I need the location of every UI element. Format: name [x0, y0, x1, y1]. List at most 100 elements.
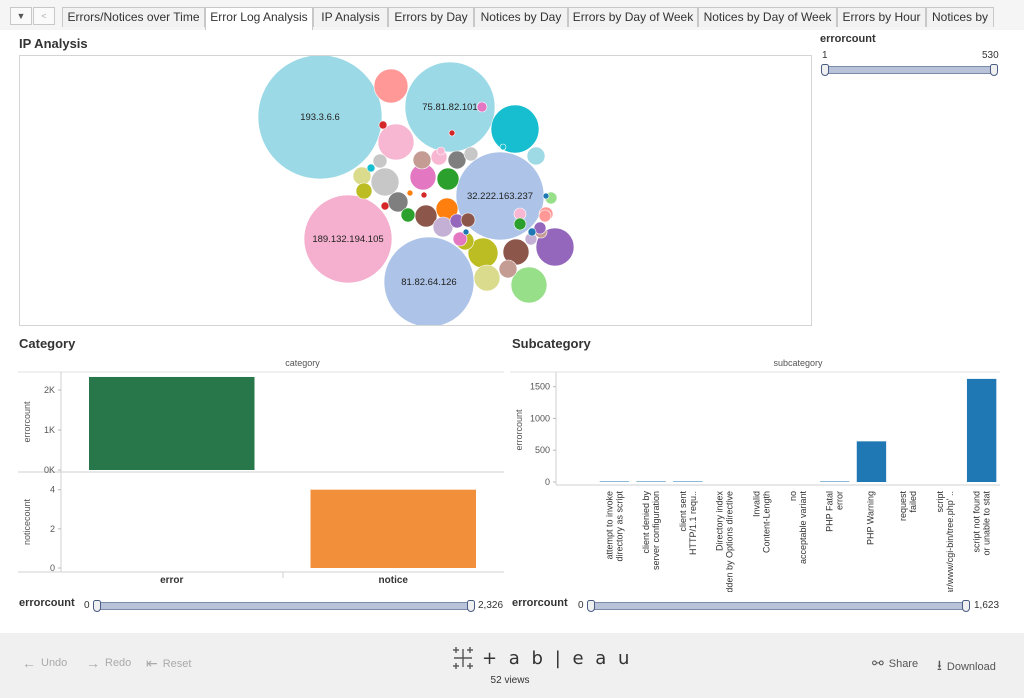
- category-filter-min: 0: [84, 600, 90, 611]
- redo-label: Redo: [105, 657, 132, 669]
- subcategory-filter-min-handle[interactable]: [587, 600, 595, 612]
- category-filter-slider-track[interactable]: [97, 602, 472, 610]
- caret-down-icon: ▼: [16, 11, 26, 21]
- ip-bubble: [498, 259, 518, 279]
- category-filter-title: errorcount: [19, 597, 75, 609]
- category-notice-tick-label: 0: [50, 563, 55, 573]
- subcategory-bar: [673, 481, 703, 482]
- undo-button[interactable]: ← Undo: [22, 655, 67, 671]
- subcategory-tick-label: 1500: [530, 382, 550, 392]
- category-filter-max-handle[interactable]: [467, 600, 475, 612]
- subcategory-x-label: noacceptable variant: [788, 491, 808, 565]
- subcategory-title: Subcategory: [512, 336, 591, 351]
- tab-list-dropdown-button[interactable]: ▼: [10, 7, 32, 25]
- ip-bubble: [463, 146, 479, 162]
- category-notice-bar: [310, 489, 476, 568]
- category-x-label: notice: [379, 575, 409, 586]
- category-notice-tick-label: 2: [50, 524, 55, 534]
- subcategory-filter-slider-track[interactable]: [591, 602, 967, 610]
- ip-bubble: [406, 189, 414, 197]
- tableau-wordmark: + a b | e a u: [482, 647, 633, 669]
- ip-bubble-chart: 193.3.6.6 75.81.82.101 32.222.163.237 189.1…: [257, 54, 575, 328]
- subcategory-x-label: PHP Warning: [865, 491, 875, 545]
- ip-bubble: [412, 150, 432, 170]
- subcategory-x-label: attempt to invokedirectory as script: [604, 491, 624, 562]
- subcategory-header: subcategory: [773, 358, 823, 368]
- subcategory-chart: subcategory 1500 1000 500 0 errorcount attempt…: [510, 358, 1000, 592]
- ip-bubble: [499, 143, 507, 151]
- category-error-bar: [89, 376, 255, 470]
- tab-errors-by-hour[interactable]: Errors by Hour: [837, 7, 926, 27]
- tab-error-log-analysis[interactable]: Error Log Analysis: [205, 7, 313, 30]
- share-button[interactable]: ⚯ Share: [872, 655, 918, 672]
- ip-bubble: [373, 68, 409, 104]
- reset-icon: ⇤: [146, 655, 158, 671]
- tab-notices-by[interactable]: Notices by: [926, 7, 994, 27]
- share-icon: ⚯: [872, 655, 884, 671]
- subcategory-filter-max: 1,623: [974, 600, 1000, 611]
- category-x-label: error: [160, 575, 183, 586]
- tab-ip-analysis[interactable]: IP Analysis: [313, 7, 388, 27]
- ip-bubble: [436, 167, 460, 191]
- subcategory-x-label: client denied byserver configuration: [641, 491, 661, 571]
- ip-filter-min-handle[interactable]: [821, 64, 829, 76]
- download-icon: ⭳: [937, 657, 942, 673]
- reset-button[interactable]: ⇤ Reset: [146, 655, 191, 672]
- subcategory-x-label: InvalidContent-Length: [751, 491, 771, 553]
- ip-bubble: [527, 227, 537, 237]
- category-header: category: [285, 358, 320, 368]
- category-notice-ylabel: noticecount: [22, 498, 32, 545]
- ip-bubble-label: 81.82.64.126: [401, 277, 456, 288]
- subcategory-bar: [599, 481, 630, 482]
- subcategory-filter-min: 0: [578, 600, 584, 611]
- ip-bubble: [372, 153, 388, 169]
- ip-bubble: [490, 104, 540, 154]
- arrow-right-icon: →: [86, 655, 100, 671]
- ip-bubble: [526, 146, 546, 166]
- subcategory-bar: [636, 481, 666, 482]
- toolbar-footer: ← Undo → Redo ⇤ Reset + a b | e a u 52 v…: [0, 633, 1024, 698]
- ip-bubble: [533, 221, 547, 235]
- ip-bubble: [452, 231, 468, 247]
- download-button[interactable]: ⭳ Download: [937, 655, 996, 679]
- ip-analysis-title: IP Analysis: [19, 36, 88, 51]
- redo-button[interactable]: → Redo: [86, 655, 131, 671]
- category-title: Category: [19, 336, 76, 351]
- category-error-ylabel: errorcount: [22, 401, 32, 443]
- subcategory-x-label: requestfailed: [898, 491, 918, 522]
- ip-filter-min: 1: [822, 50, 828, 61]
- reset-label: Reset: [162, 657, 192, 670]
- subcategory-bar: [820, 481, 850, 482]
- category-filter-max: 2,326: [478, 600, 504, 611]
- subcategory-tick-label: 0: [545, 477, 550, 487]
- ip-bubble-label: 32.222.163.237: [467, 191, 533, 202]
- tab-errors-by-day-of-week[interactable]: Errors by Day of Week: [568, 7, 698, 27]
- ip-filter-max: 530: [982, 50, 999, 61]
- ip-bubble: [476, 101, 488, 113]
- share-label: Share: [888, 657, 919, 670]
- ip-bubble-label: 75.81.82.101: [422, 102, 477, 113]
- category-error-tick-label: 2K: [44, 385, 55, 395]
- subcategory-x-label: PHP Fatalerror: [825, 491, 845, 532]
- category-error-tick-label: 1K: [44, 425, 55, 435]
- subcategory-filter-title: errorcount: [512, 597, 568, 609]
- tab-strip: ▼ < Errors/Notices over Time Error Log A…: [0, 0, 1024, 30]
- ip-bubble: [420, 191, 428, 199]
- tableau-logo[interactable]: + a b | e a u: [450, 645, 632, 671]
- tab-notices-by-day[interactable]: Notices by Day: [474, 7, 568, 27]
- ip-bubble: [404, 61, 496, 153]
- ip-filter-max-handle[interactable]: [990, 64, 998, 76]
- tab-errors-notices-over-time[interactable]: Errors/Notices over Time: [62, 7, 205, 27]
- subcategory-filter-max-handle[interactable]: [962, 600, 970, 612]
- category-filter-min-handle[interactable]: [93, 600, 101, 612]
- tableau-cross-icon: [453, 647, 473, 669]
- ip-bubble: [377, 123, 415, 161]
- ip-bubble: [380, 201, 390, 211]
- tab-notices-by-day-of-week[interactable]: Notices by Day of Week: [698, 7, 837, 27]
- ip-filter-slider-track[interactable]: [826, 66, 994, 74]
- tab-scroll-left-button[interactable]: <: [33, 7, 55, 25]
- ip-bubble: [436, 146, 446, 156]
- tab-errors-by-day[interactable]: Errors by Day: [388, 7, 474, 27]
- ip-bubble: [400, 207, 416, 223]
- ip-bubble: [460, 212, 476, 228]
